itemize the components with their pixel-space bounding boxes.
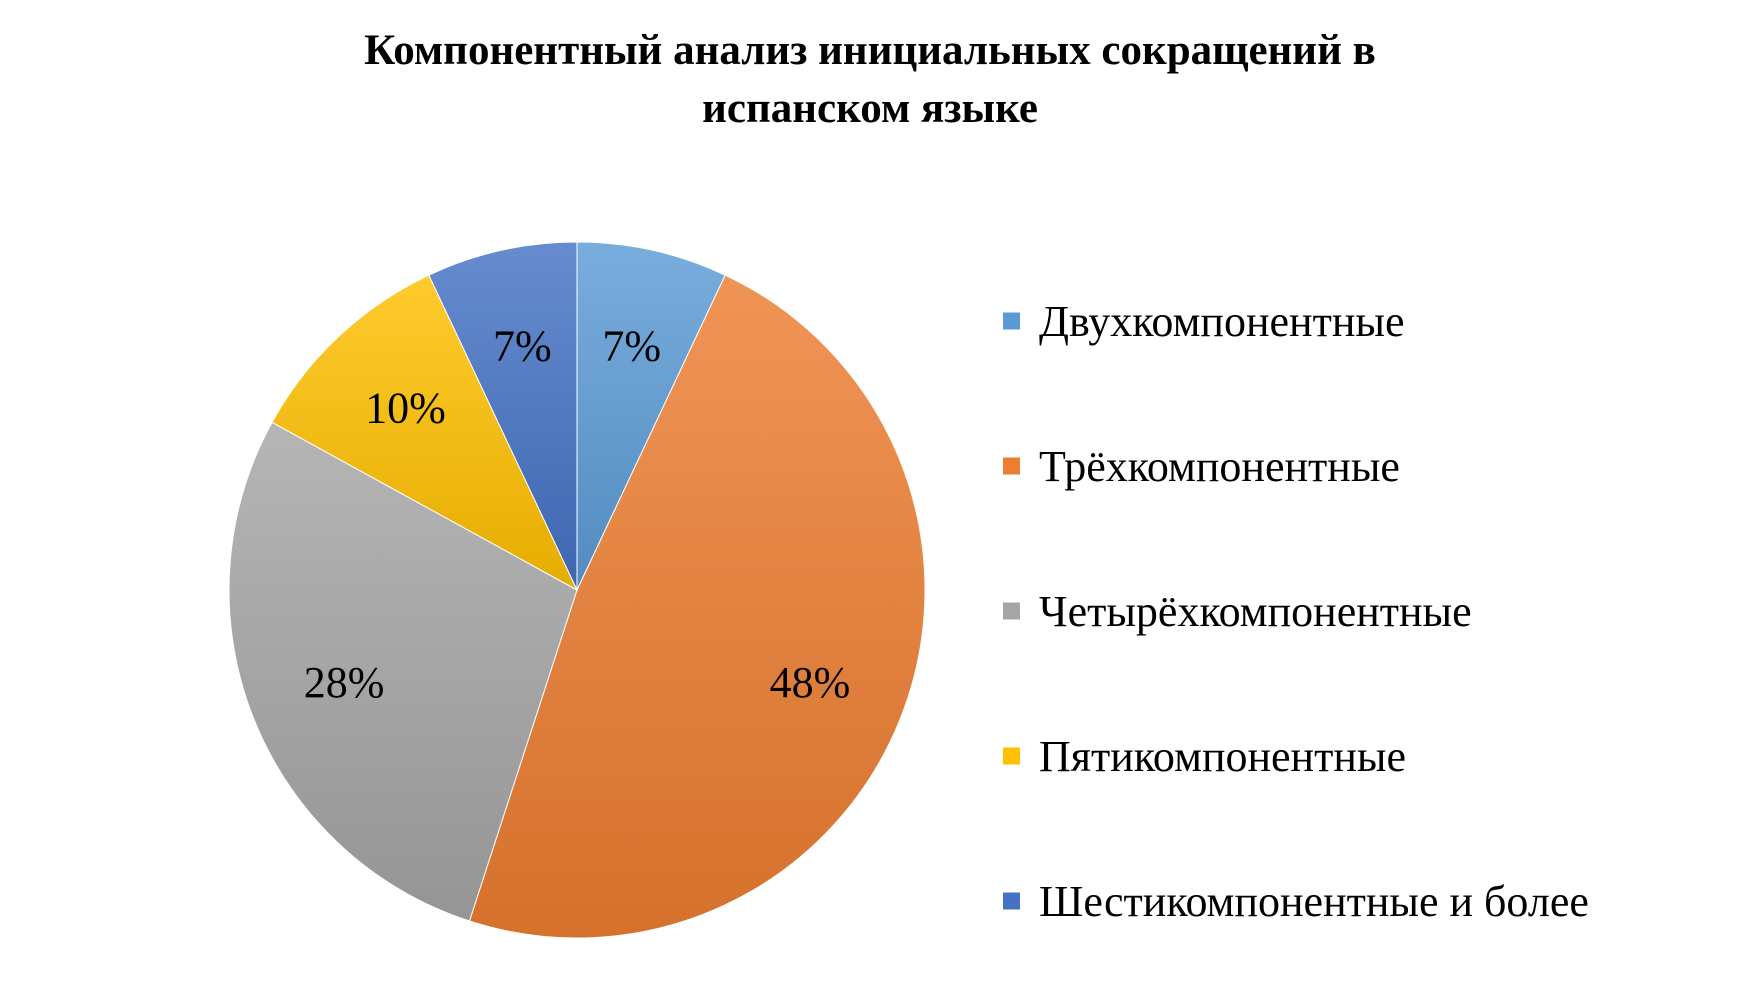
data-label-2: 48% xyxy=(770,658,851,707)
legend-label-3: Четырёхкомпонентные xyxy=(1039,587,1472,636)
legend-entry-4: Пятикомпонентные xyxy=(1003,732,1406,781)
pie-slice-1 xyxy=(576,241,726,591)
data-label-4: 10% xyxy=(365,383,446,432)
legend-label-1: Двухкомпонентные xyxy=(1039,297,1404,346)
data-label-1: 7% xyxy=(602,321,661,370)
data-label-3: 28% xyxy=(304,658,385,707)
legend-swatch-4 xyxy=(1003,747,1020,765)
chart-title-line-1: Компонентный анализ инициальных сокращен… xyxy=(364,27,1376,74)
pie-data-labels: 7% 48% 28% 10% 7% xyxy=(304,321,851,707)
pie-slice-3 xyxy=(228,421,578,922)
pie-slices xyxy=(228,241,926,939)
legend-entry-1: Двухкомпонентные xyxy=(1003,297,1404,346)
legend-entry-2: Трёхкомпонентные xyxy=(1003,442,1400,491)
data-label-5: 7% xyxy=(493,321,552,370)
legend-swatch-3 xyxy=(1003,602,1020,620)
legend-swatch-5 xyxy=(1003,892,1020,910)
legend: Двухкомпонентные Трёхкомпонентные Четырёхк… xyxy=(1003,297,1589,926)
chart-title-line-2: испанском языке xyxy=(702,85,1038,132)
legend-label-2: Трёхкомпонентные xyxy=(1039,442,1400,491)
legend-entry-3: Четырёхкомпонентные xyxy=(1003,587,1472,636)
legend-label-4: Пятикомпонентные xyxy=(1039,732,1406,781)
pie-slice-4 xyxy=(271,274,579,592)
legend-label-5: Шестикомпонентные и более xyxy=(1039,877,1589,926)
legend-swatch-2 xyxy=(1003,457,1020,475)
legend-swatch-1 xyxy=(1003,312,1020,330)
pie-slice-2 xyxy=(468,274,926,939)
pie-slice-5 xyxy=(428,241,578,591)
legend-entry-5: Шестикомпонентные и более xyxy=(1003,877,1589,926)
